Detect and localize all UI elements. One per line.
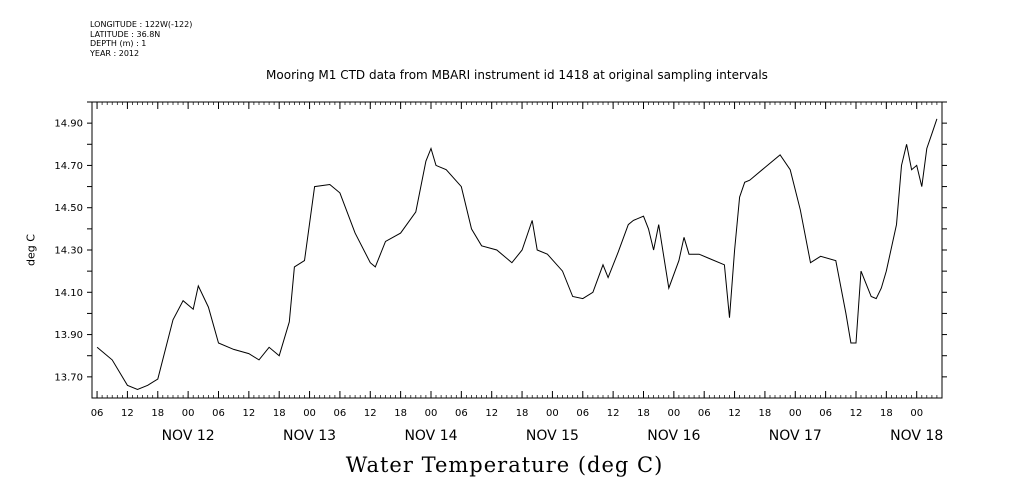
x-hour-tick-label: 00	[425, 408, 438, 419]
x-hour-tick-label: 00	[910, 408, 923, 419]
x-hour-tick-label: 06	[455, 408, 468, 419]
y-tick-label: 14.50	[54, 203, 83, 214]
x-hour-tick-label: 12	[242, 408, 255, 419]
x-hour-tick-label: 00	[789, 408, 802, 419]
y-tick-label: 14.30	[54, 246, 83, 257]
meta-depth: DEPTH (m) : 1	[90, 39, 147, 48]
x-hour-tick-label: 12	[364, 408, 377, 419]
x-day-label: NOV 13	[283, 428, 336, 444]
x-hour-tick-label: 18	[516, 408, 529, 419]
x-hour-tick-label: 06	[334, 408, 347, 419]
y-tick-label: 14.90	[54, 119, 83, 130]
chart-title: Mooring M1 CTD data from MBARI instrumen…	[266, 68, 768, 82]
x-hour-tick-label: 12	[607, 408, 620, 419]
metadata-block: LONGITUDE : 122W(-122) LATITUDE : 36.8N …	[90, 20, 192, 58]
x-hour-tick-label: 06	[576, 408, 589, 419]
x-hour-tick-label: 06	[212, 408, 225, 419]
meta-longitude: LONGITUDE : 122W(-122)	[90, 20, 193, 29]
plot-frame	[91, 101, 943, 399]
x-day-label: NOV 18	[890, 428, 943, 444]
y-tick-label: 14.70	[54, 161, 83, 172]
x-hour-tick-label: 06	[91, 408, 104, 419]
x-hour-tick-label: 06	[819, 408, 832, 419]
x-hour-tick-label: 12	[850, 408, 863, 419]
x-day-label: NOV 12	[162, 428, 215, 444]
x-hour-tick-label: 18	[759, 408, 772, 419]
x-hour-tick-label: 18	[273, 408, 286, 419]
y-tick-label: 13.90	[54, 330, 83, 341]
x-hour-tick-label: 12	[121, 408, 134, 419]
x-hour-tick-label: 18	[637, 408, 650, 419]
x-hour-tick-label: 18	[394, 408, 407, 419]
x-axis-label: Water Temperature (deg C)	[345, 453, 664, 477]
x-hour-tick-label: 00	[667, 408, 680, 419]
x-day-label: NOV 15	[526, 428, 579, 444]
x-hour-tick-label: 00	[546, 408, 559, 419]
y-tick-label: 14.10	[54, 288, 83, 299]
x-hour-tick-label: 18	[880, 408, 893, 419]
x-day-label: NOV 16	[647, 428, 700, 444]
x-hour-tick-label: 00	[303, 408, 316, 419]
y-tick-label: 13.70	[54, 372, 83, 383]
series-line	[96, 118, 938, 391]
x-hour-tick-label: 18	[151, 408, 164, 419]
x-hour-tick-label: 06	[698, 408, 711, 419]
meta-latitude: LATITUDE : 36.8N	[90, 29, 161, 39]
x-hour-tick-label: 12	[485, 408, 498, 419]
x-hour-tick-label: 00	[182, 408, 195, 419]
meta-year: YEAR : 2012	[90, 48, 140, 58]
x-day-label: NOV 17	[769, 428, 822, 444]
x-hour-tick-label: 12	[728, 408, 741, 419]
x-day-label: NOV 14	[404, 428, 457, 444]
